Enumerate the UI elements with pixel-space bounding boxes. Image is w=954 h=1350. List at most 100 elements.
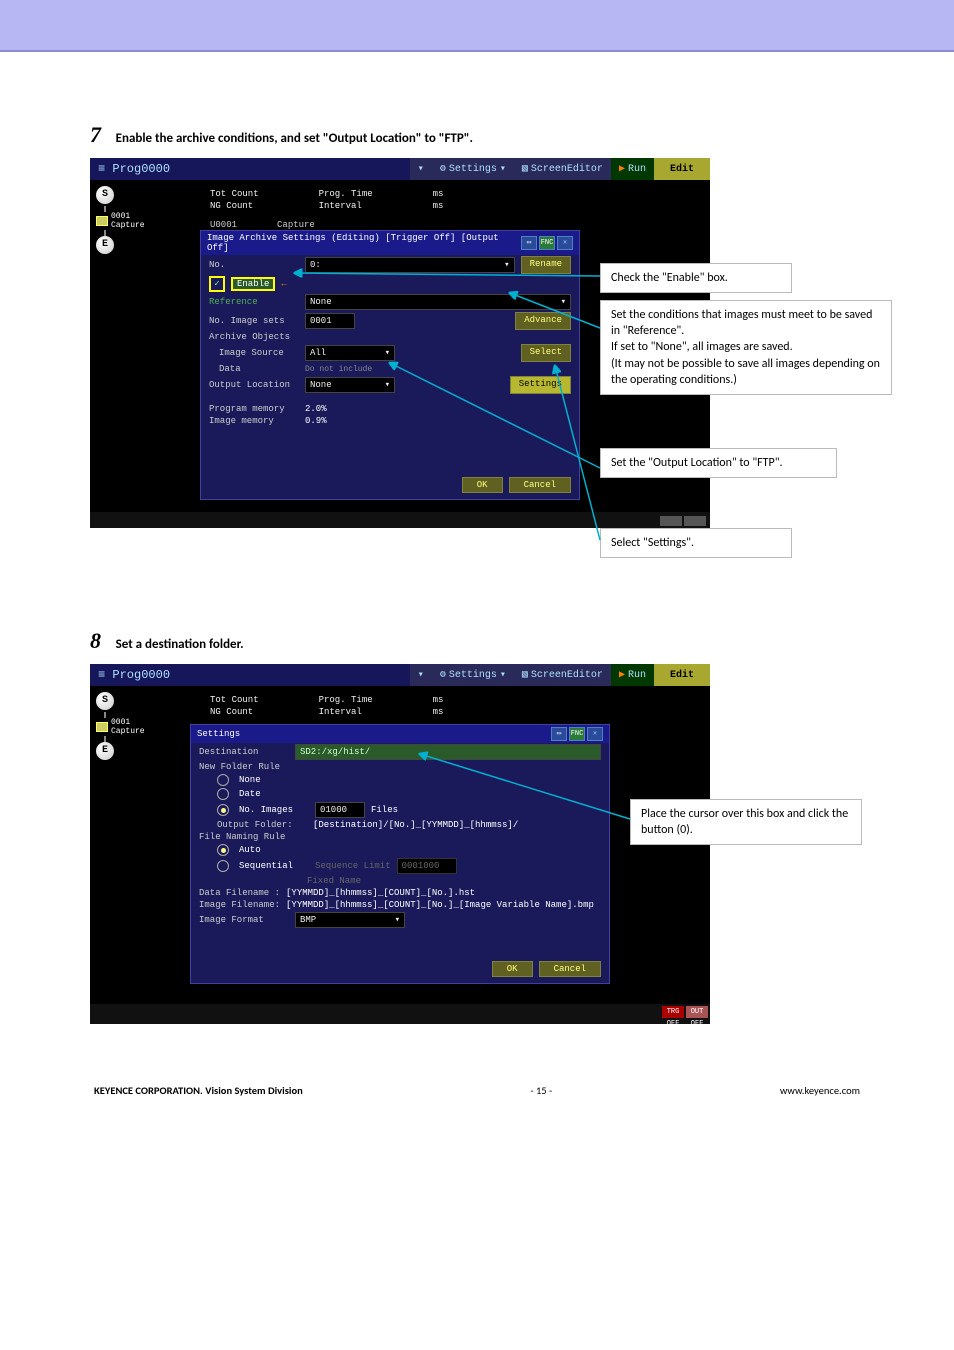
tot-count-label-2: Tot Count bbox=[210, 694, 259, 706]
flow-tree: S 0001 Capture E bbox=[96, 186, 196, 256]
outputloc-label: Output Location bbox=[209, 380, 299, 390]
capture-num: 0001 bbox=[111, 212, 145, 221]
fnr-seq-label: Sequential bbox=[239, 861, 309, 871]
screenshot-8: ≡ Prog0000 ▾ ⚙ Settings ▾ ▧ ScreenEditor… bbox=[90, 664, 710, 1024]
dropdown-icon: ▾ bbox=[561, 295, 566, 309]
ms1-2: ms bbox=[433, 694, 444, 706]
seqlimit-value: 0001000 bbox=[397, 858, 457, 874]
screenshot-footer bbox=[90, 512, 710, 528]
panel-close-icon[interactable]: ✕ bbox=[557, 236, 573, 250]
radio-noimg[interactable] bbox=[217, 804, 229, 816]
node-end-2[interactable]: E bbox=[96, 742, 114, 760]
datafilename-label: Data Filename : bbox=[199, 888, 280, 898]
flow-tree-2: S 0001 Capture E bbox=[96, 692, 196, 762]
imagesource-label: Image Source bbox=[219, 348, 299, 358]
rename-button[interactable]: Rename bbox=[521, 256, 571, 274]
panel-buttons: OK Cancel bbox=[462, 477, 571, 493]
radio-auto[interactable] bbox=[217, 844, 229, 856]
cancel-button-2[interactable]: Cancel bbox=[539, 961, 601, 977]
outputfolder-label: Output Folder: bbox=[217, 820, 307, 830]
stat-counts: Tot Count NG Count bbox=[210, 188, 259, 212]
footer-left-text: KEYENCE CORPORATION. Vision System Divis… bbox=[94, 1084, 303, 1097]
screeneditor-button-2[interactable]: ▧ ScreenEditor bbox=[514, 664, 611, 686]
newfolder-label: New Folder Rule bbox=[199, 762, 289, 772]
step-8-num: 8 bbox=[90, 628, 112, 654]
screened-label-2: ScreenEditor bbox=[531, 670, 603, 681]
row-outputloc: Output Location None ▾ Settings bbox=[201, 375, 579, 395]
footer-out: OUTOFF bbox=[686, 1006, 708, 1018]
destination-field[interactable]: SD2:/xg/hist/ bbox=[295, 744, 601, 760]
radio-none[interactable] bbox=[217, 774, 229, 786]
settings-button-2[interactable]: ⚙ Settings ▾ bbox=[432, 664, 514, 686]
row-imgfilename: Image Filename: [YYMMDD]_[hhmmss]_[COUNT… bbox=[191, 899, 609, 911]
row-imgmem: Image memory 0.9% bbox=[201, 415, 579, 427]
prog-label: ≡ Prog0000 bbox=[90, 158, 410, 180]
footer-chip bbox=[660, 516, 682, 526]
enable-checkbox[interactable]: ✓ bbox=[209, 276, 225, 292]
capture-node[interactable]: 0001 Capture bbox=[96, 212, 196, 230]
sub-capture-label: Capture bbox=[277, 220, 315, 230]
nfr-noimg-label: No. Images bbox=[239, 805, 309, 815]
fixedname-label: Fixed Name bbox=[307, 876, 361, 886]
callout-destination: Place the cursor over this box and click… bbox=[630, 799, 862, 845]
archiveobj-label: Archive Objects bbox=[209, 332, 299, 342]
panel-icon-1[interactable]: ▭ bbox=[521, 236, 537, 250]
callout-enable: Check the "Enable" box. bbox=[600, 263, 792, 293]
settings-button[interactable]: ⚙ Settings ▾ bbox=[432, 158, 514, 180]
panel2-title-text: Settings bbox=[197, 729, 240, 739]
enable-label: Enable bbox=[231, 277, 275, 291]
step-7-num: 7 bbox=[90, 122, 112, 148]
ok-button-2[interactable]: OK bbox=[492, 961, 533, 977]
edit-button-2[interactable]: Edit bbox=[654, 664, 710, 686]
node-start[interactable]: S bbox=[96, 186, 114, 204]
dropdown-icon: ▾ bbox=[504, 258, 509, 272]
cancel-button[interactable]: Cancel bbox=[509, 477, 571, 493]
panel2-close-icon[interactable]: ✕ bbox=[587, 727, 603, 741]
panel-title: Image Archive Settings (Editing) [Trigge… bbox=[201, 231, 579, 255]
no-label: No. bbox=[209, 260, 299, 270]
node-start-2[interactable]: S bbox=[96, 692, 114, 710]
datafilename-value: [YYMMDD]_[hhmmss]_[COUNT]_[No.].hst bbox=[286, 888, 475, 898]
run-button[interactable]: ▶ Run bbox=[611, 158, 654, 180]
panel-title-text: Image Archive Settings (Editing) [Trigge… bbox=[207, 233, 521, 253]
capture-node-2[interactable]: 0001 Capture bbox=[96, 718, 196, 736]
capture-num-2: 0001 bbox=[111, 718, 145, 727]
reference-label: Reference bbox=[209, 297, 299, 307]
screeneditor-button[interactable]: ▧ ScreenEditor bbox=[514, 158, 611, 180]
noimg-value[interactable]: 01000 bbox=[315, 802, 365, 818]
capture-icon bbox=[96, 216, 108, 226]
advance-button[interactable]: Advance bbox=[515, 312, 571, 330]
run-icon: ▶ bbox=[619, 669, 625, 681]
prog-time-label: Prog. Time bbox=[319, 188, 373, 200]
prog-icon: ≡ bbox=[98, 162, 105, 176]
stats-row: Tot Count NG Count Prog. Time Interval m… bbox=[210, 180, 710, 212]
node-end[interactable]: E bbox=[96, 236, 114, 254]
settings-button-hl[interactable]: Settings bbox=[510, 376, 571, 394]
enable-arrow-icon: ← bbox=[281, 279, 286, 289]
imgformat-field[interactable]: BMP ▾ bbox=[295, 912, 405, 928]
row-progmem: Program memory 2.0% bbox=[201, 403, 579, 415]
reference-field[interactable]: None ▾ bbox=[305, 294, 571, 310]
run-button-2[interactable]: ▶ Run bbox=[611, 664, 654, 686]
imagesets-value[interactable]: 0001 bbox=[305, 313, 355, 329]
panel2-icon-1[interactable]: ▭ bbox=[551, 727, 567, 741]
edit-button[interactable]: Edit bbox=[654, 158, 710, 180]
tot-count-label: Tot Count bbox=[210, 188, 259, 200]
radio-seq[interactable] bbox=[217, 860, 229, 872]
row-destination: Destination SD2:/xg/hist/ bbox=[191, 743, 609, 761]
panel-fnc-icon[interactable]: FNC bbox=[539, 236, 555, 250]
step-8: 8 Set a destination folder. bbox=[90, 628, 864, 654]
title-dropdown[interactable]: ▾ bbox=[410, 158, 432, 180]
row-newfolder: New Folder Rule bbox=[191, 761, 609, 773]
prog-label-2: ≡ Prog0000 bbox=[90, 664, 410, 686]
outputloc-field[interactable]: None ▾ bbox=[305, 377, 395, 393]
ok-button[interactable]: OK bbox=[462, 477, 503, 493]
title-dropdown-2[interactable]: ▾ bbox=[410, 664, 432, 686]
select-button[interactable]: Select bbox=[521, 344, 571, 362]
no-field[interactable]: 0: ▾ bbox=[305, 257, 515, 273]
row-fnr-auto: Auto bbox=[191, 843, 609, 857]
panel2-fnc-icon[interactable]: FNC bbox=[569, 727, 585, 741]
imagesource-field[interactable]: All ▾ bbox=[305, 345, 395, 361]
radio-date[interactable] bbox=[217, 788, 229, 800]
imgmem-value: 0.9% bbox=[305, 416, 327, 426]
